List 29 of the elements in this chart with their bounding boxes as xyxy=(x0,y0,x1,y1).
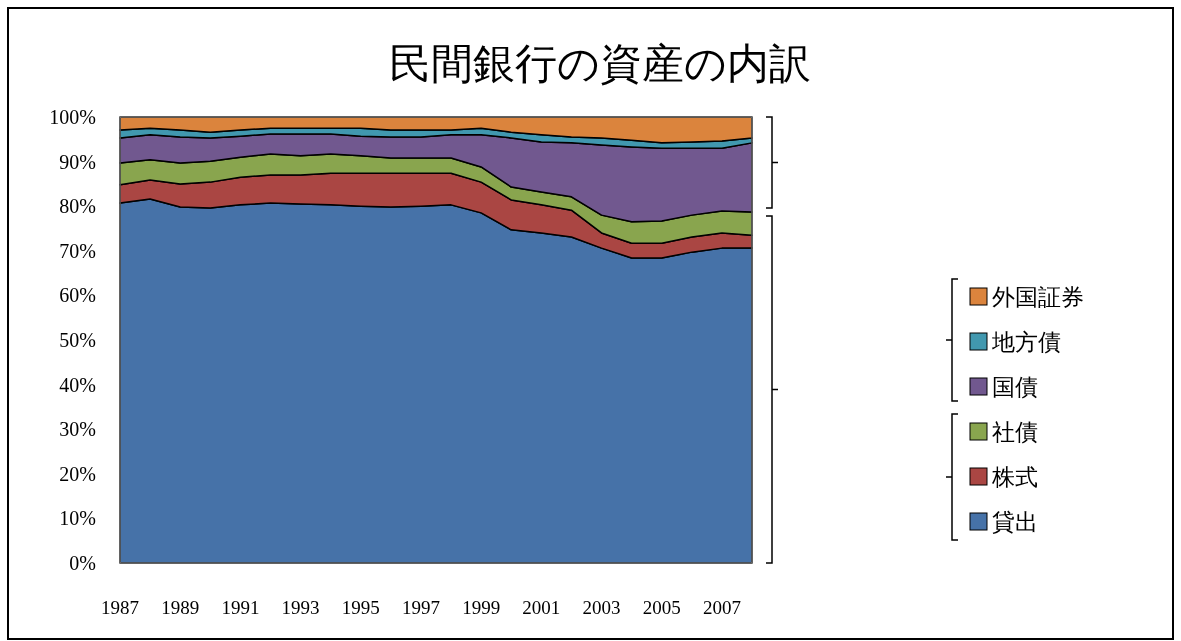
x-tick-label: 1997 xyxy=(401,597,440,618)
y-tick-label: 10% xyxy=(59,507,96,530)
x-tick-label: 1995 xyxy=(341,597,380,618)
x-tick-label: 1999 xyxy=(462,597,501,618)
legend-label: 社債 xyxy=(992,419,1038,446)
x-tick-label: 1989 xyxy=(161,597,200,618)
y-tick-label: 90% xyxy=(59,150,96,173)
x-tick-label: 2007 xyxy=(702,597,741,618)
y-tick-label: 80% xyxy=(59,195,96,218)
y-tick-label: 0% xyxy=(69,552,96,574)
y-tick-label: 100% xyxy=(49,106,96,128)
y-tick-label: 60% xyxy=(59,284,96,307)
x-tick-label: 2003 xyxy=(582,597,621,618)
y-tick-label: 40% xyxy=(59,373,96,396)
legend-label: 国債 xyxy=(992,374,1038,401)
x-tick-label: 1991 xyxy=(221,597,260,618)
y-tick-label: 50% xyxy=(59,329,96,351)
legend-label: 外国証券 xyxy=(992,284,1084,311)
y-tick-label: 20% xyxy=(59,462,96,485)
x-tick-label: 1987 xyxy=(101,597,139,618)
legend-label: 株式 xyxy=(991,464,1038,491)
x-tick-label: 1993 xyxy=(281,597,320,618)
y-tick-label: 30% xyxy=(59,418,96,441)
y-tick-label: 70% xyxy=(59,239,96,262)
legend-label: 地方債 xyxy=(991,329,1061,356)
x-tick-label: 2005 xyxy=(642,597,681,618)
legend-label: 貸出 xyxy=(992,509,1038,536)
chart-title: 民間銀行の資産の内訳 xyxy=(389,41,811,87)
x-tick-label: 2001 xyxy=(522,597,561,618)
